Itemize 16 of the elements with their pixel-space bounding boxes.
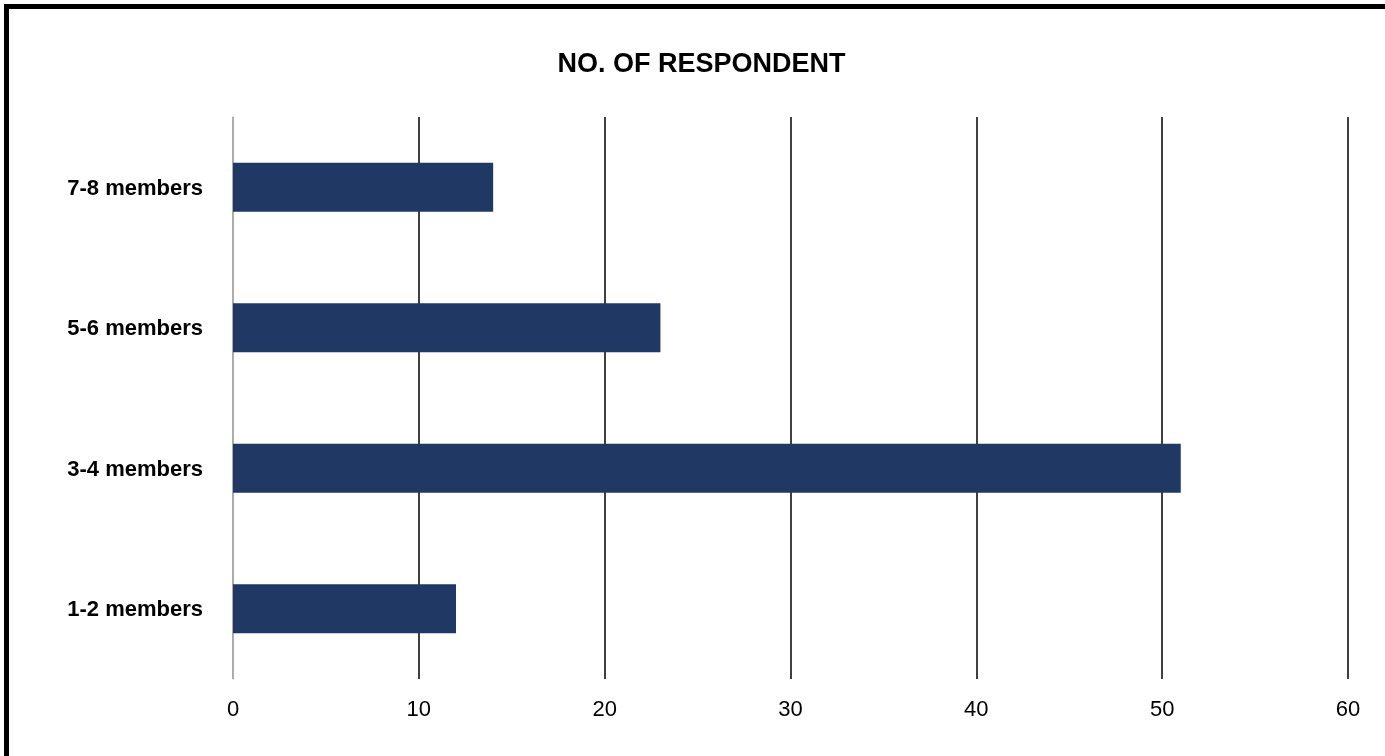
x-tick-label: 20 [592, 695, 617, 721]
bar [233, 162, 494, 212]
y-tick-label: 7-8 members [67, 174, 203, 200]
y-tick-label: 3-4 members [67, 455, 203, 481]
x-tick-label: 60 [1335, 695, 1361, 721]
bar [233, 303, 661, 353]
y-tick-label: 1-2 members [67, 596, 203, 622]
x-tick-label: 50 [1149, 695, 1175, 721]
x-tick-label: 40 [964, 695, 989, 721]
x-tick-label: 0 [226, 695, 240, 721]
bar [233, 584, 456, 634]
y-tick-label: 5-6 members [67, 315, 203, 341]
x-tick-label: 30 [778, 695, 803, 721]
bar [233, 443, 1181, 493]
chart-title: NO. OF RESPONDENT [557, 47, 847, 78]
x-tick-label: 10 [406, 695, 432, 721]
